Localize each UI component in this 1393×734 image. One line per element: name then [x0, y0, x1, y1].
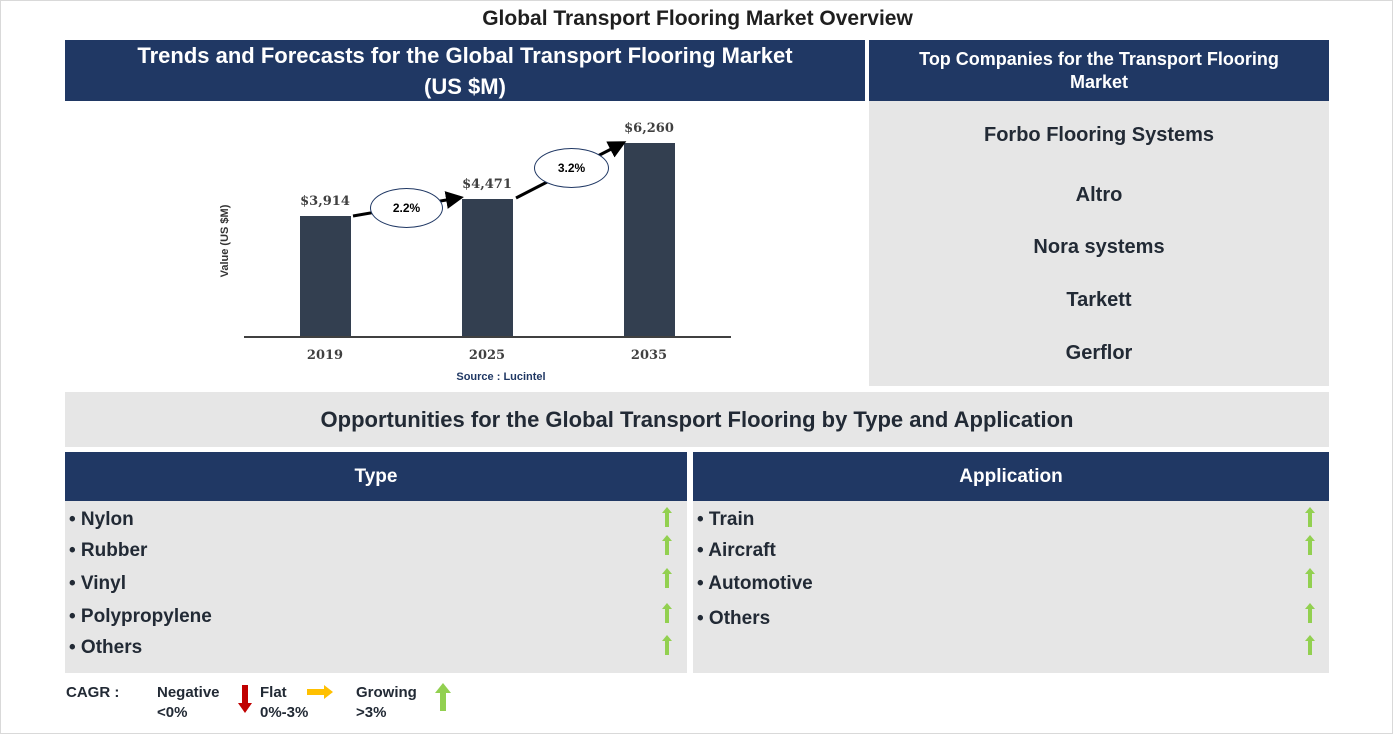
legend-flat: Flat 0%-3% — [260, 683, 308, 723]
type-item: • Rubber — [69, 540, 148, 561]
type-item: • Vinyl — [69, 573, 126, 594]
legend-negative-range: <0% — [157, 704, 188, 721]
up-arrow-icon — [662, 635, 672, 655]
bar-value-label: $4,471 — [462, 177, 512, 192]
application-item: • Train — [697, 509, 755, 530]
type-item: • Nylon — [69, 509, 134, 530]
application-header: Application — [693, 452, 1329, 501]
cagr-arrows — [352, 141, 627, 218]
application-item: • Aircraft — [697, 540, 776, 561]
type-item: • Others — [69, 637, 143, 658]
company-item: Tarkett — [1066, 289, 1132, 311]
up-arrow-icon — [1305, 635, 1315, 655]
legend-growing: Growing >3% — [356, 683, 417, 723]
type-header: Type — [65, 452, 687, 501]
right-arrow-icon — [307, 685, 333, 699]
down-arrow-icon — [238, 685, 252, 713]
type-item: • Polypropylene — [69, 606, 212, 627]
company-item: Gerflor — [1065, 342, 1133, 364]
companies-panel: Forbo Flooring Systems Altro Nora system… — [869, 101, 1329, 386]
company-item: Nora systems — [1033, 236, 1165, 258]
bar-2019 — [300, 216, 351, 336]
legend-growing-range: >3% — [356, 704, 387, 721]
up-arrow-icon — [662, 507, 672, 527]
up-arrow-icon — [1305, 568, 1315, 588]
page-title: Global Transport Flooring Market Overvie… — [482, 7, 913, 30]
up-arrow-icon — [435, 683, 451, 711]
x-tick: 2025 — [468, 348, 506, 363]
up-arrow-icon — [1305, 507, 1315, 527]
up-arrow-icon — [1305, 535, 1315, 555]
application-item: • Others — [697, 608, 771, 629]
up-arrow-icon — [662, 568, 672, 588]
application-item: • Automotive — [697, 573, 813, 594]
bar-value-label: $3,914 — [300, 194, 350, 209]
up-arrow-icon — [1305, 603, 1315, 623]
legend-flat-name: Flat — [260, 684, 287, 701]
up-arrow-icon — [662, 603, 672, 623]
bar-2025 — [462, 199, 513, 336]
company-item: Forbo Flooring Systems — [983, 124, 1215, 146]
legend-flat-range: 0%-3% — [260, 704, 309, 721]
trends-header: Trends and Forecasts for the Global Tran… — [65, 40, 865, 101]
legend-negative-name: Negative — [157, 684, 220, 701]
legend-label: CAGR : — [66, 684, 120, 701]
companies-header: Top Companies for the Transport Flooring… — [869, 40, 1329, 101]
bar-value-label: $6,260 — [624, 121, 674, 136]
opportunities-banner: Opportunities for the Global Transport F… — [65, 392, 1329, 447]
x-axis — [244, 336, 731, 338]
company-item: Altro — [1075, 184, 1123, 206]
trend-chart: Value (US $M) $3,914 $4,471 $6,260 2019 … — [65, 101, 865, 391]
legend-growing-name: Growing — [356, 684, 417, 701]
x-tick: 2019 — [306, 348, 344, 363]
bar-2035 — [624, 143, 675, 336]
type-panel: • Nylon • Rubber • Vinyl • Polypropylene… — [65, 501, 687, 673]
cagr-ellipse: 2.2% — [370, 188, 443, 228]
x-tick: 2035 — [630, 348, 668, 363]
up-arrow-icon — [662, 535, 672, 555]
chart-source: Source : Lucintel — [456, 371, 546, 383]
cagr-ellipse: 3.2% — [534, 148, 609, 188]
legend-negative: Negative <0% — [157, 683, 220, 723]
application-panel: • Train • Aircraft • Automotive • Others — [693, 501, 1329, 673]
